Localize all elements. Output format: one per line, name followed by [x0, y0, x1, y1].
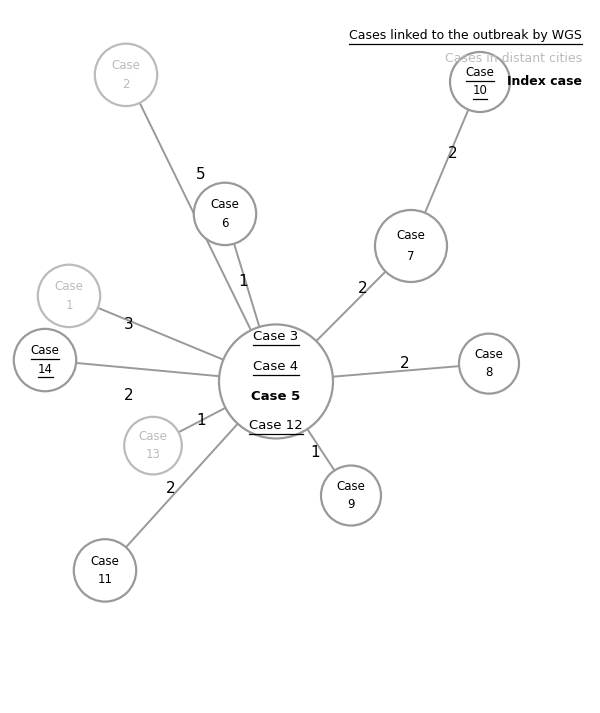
Text: 9: 9 [347, 498, 355, 511]
Text: 11: 11 [97, 573, 113, 586]
Text: Case: Case [91, 555, 119, 568]
Text: Case: Case [139, 431, 167, 443]
Text: Cases in distant cities: Cases in distant cities [445, 52, 582, 65]
Text: 7: 7 [407, 250, 415, 263]
Text: 14: 14 [37, 363, 53, 376]
Text: Case: Case [112, 59, 140, 72]
Text: 2: 2 [400, 356, 410, 371]
Text: Case: Case [475, 348, 503, 361]
Text: 2: 2 [448, 145, 458, 161]
Text: Case: Case [31, 344, 59, 357]
Text: 2: 2 [166, 481, 176, 496]
Ellipse shape [194, 183, 256, 245]
Ellipse shape [450, 52, 510, 112]
Ellipse shape [219, 324, 333, 438]
Text: 3: 3 [124, 317, 134, 332]
Text: Case: Case [55, 280, 83, 293]
Ellipse shape [459, 334, 519, 394]
Text: 1: 1 [310, 445, 320, 461]
Text: 8: 8 [485, 366, 493, 379]
Text: Index case: Index case [507, 76, 582, 88]
Ellipse shape [321, 466, 381, 525]
Text: Case 5: Case 5 [251, 390, 301, 403]
Text: Case 4: Case 4 [253, 360, 299, 373]
Ellipse shape [124, 417, 182, 474]
Text: Case: Case [397, 229, 425, 242]
Text: 2: 2 [124, 388, 134, 404]
Ellipse shape [38, 265, 100, 327]
Text: Case: Case [211, 198, 239, 211]
Ellipse shape [375, 210, 447, 282]
Ellipse shape [95, 43, 157, 106]
Text: 5: 5 [196, 167, 206, 183]
Text: 10: 10 [473, 85, 487, 98]
Text: Case: Case [337, 480, 365, 493]
Text: 1: 1 [238, 274, 248, 289]
Text: 13: 13 [146, 448, 160, 461]
Text: 6: 6 [221, 217, 229, 230]
Text: 1: 1 [65, 299, 73, 312]
Ellipse shape [74, 539, 136, 602]
Text: 2: 2 [122, 78, 130, 91]
Text: 1: 1 [196, 413, 206, 429]
Text: 2: 2 [358, 281, 368, 297]
Text: Case 12: Case 12 [249, 419, 303, 432]
Text: Cases linked to the outbreak by WGS: Cases linked to the outbreak by WGS [349, 29, 582, 42]
Ellipse shape [14, 329, 76, 391]
Text: Case: Case [466, 66, 494, 79]
Text: Case 3: Case 3 [253, 331, 299, 344]
